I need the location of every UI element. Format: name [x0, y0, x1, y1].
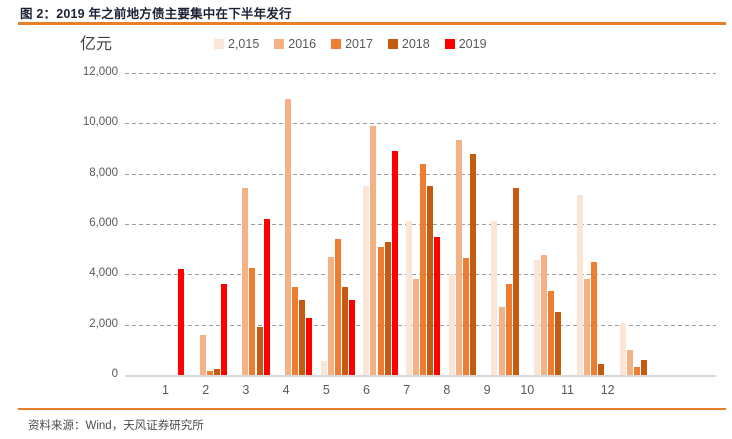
title-divider-line — [18, 22, 726, 25]
chart-legend: 2,015 2016 2017 2018 2019 — [214, 37, 487, 51]
legend-label: 2,015 — [228, 37, 260, 51]
bar-2016-month-11 — [583, 279, 590, 375]
bar-2015-month-9 — [491, 221, 498, 375]
bar-2015-month-7 — [406, 221, 412, 375]
bar-2018-month-2 — [213, 368, 220, 375]
bar-2019-month-4 — [306, 318, 313, 375]
y-tick-label-2000: 2,000 — [89, 317, 118, 330]
bar-2019-month-2 — [220, 284, 227, 375]
bar-2019-month-7 — [434, 236, 441, 375]
x-tick-label-5: 5 — [322, 383, 330, 397]
source-note: 资料来源：Wind，天风证券研究所 — [28, 420, 204, 432]
legend-item-2018: 2018 — [387, 37, 430, 51]
y-tick-label-8000: 8,000 — [89, 166, 118, 179]
bar-2017-month-2 — [206, 371, 213, 375]
legend-swatch-2016 — [274, 39, 285, 49]
bar-2017-month-11 — [591, 261, 597, 375]
bar-2016-month-6 — [370, 125, 377, 375]
bar-2018-month-10 — [555, 312, 562, 375]
bar-2016-month-4 — [285, 99, 291, 375]
bar-2018-month-3 — [256, 327, 263, 375]
x-tick-label-1: 1 — [162, 383, 169, 397]
bar-2015-month-12 — [619, 323, 626, 375]
bar-2016-month-5 — [327, 256, 334, 375]
bar-2016-month-8 — [455, 139, 462, 375]
bar-2018-month-9 — [512, 187, 519, 375]
bar-2018-month-12 — [640, 359, 647, 375]
bar-2017-month-8 — [462, 257, 469, 375]
gridline-10000 — [125, 123, 716, 125]
bar-2019-month-1 — [178, 269, 185, 375]
bar-2016-month-3 — [242, 187, 249, 375]
x-tick-label-4: 4 — [282, 383, 290, 397]
bar-2017-month-6 — [377, 246, 384, 375]
x-tick-label-10: 10 — [520, 383, 535, 397]
legend-label: 2016 — [288, 37, 317, 51]
bar-2019-month-3 — [263, 218, 270, 375]
bar-2018-month-5 — [341, 286, 348, 375]
bar-2017-month-7 — [420, 163, 427, 375]
legend-item-2017: 2017 — [331, 37, 373, 51]
legend-swatch-2019 — [444, 39, 455, 49]
x-tick-label-7: 7 — [403, 383, 411, 397]
x-tick-label-6: 6 — [363, 383, 370, 397]
bar-2017-month-10 — [548, 290, 555, 375]
legend-item-2019: 2019 — [444, 37, 487, 51]
legend-swatch-2017 — [331, 39, 342, 49]
y-tick-label-12000: 12,000 — [82, 66, 118, 78]
bar-2018-month-8 — [470, 153, 476, 375]
legend-item-2016: 2016 — [274, 37, 316, 51]
bar-2015-month-11 — [576, 195, 583, 375]
legend-item-2015: 2,015 — [214, 37, 259, 51]
legend-swatch-2015 — [214, 39, 224, 49]
bar-2017-month-9 — [505, 284, 512, 375]
bar-2016-month-9 — [498, 307, 505, 375]
bar-2016-month-2 — [199, 334, 206, 375]
bar-2019-month-6 — [391, 151, 398, 375]
bar-2017-month-12 — [633, 367, 640, 375]
bar-2018-month-6 — [384, 241, 391, 375]
bar-2015-month-5 — [320, 361, 327, 375]
x-tick-label-8: 8 — [443, 383, 451, 397]
bar-2018-month-4 — [299, 299, 306, 375]
bar-2016-month-12 — [626, 349, 633, 375]
bar-2016-month-7 — [413, 279, 420, 375]
y-tick-label-4000: 4,000 — [89, 267, 118, 280]
bar-2017-month-5 — [334, 239, 341, 375]
legend-label: 2018 — [401, 37, 430, 51]
bar-2015-month-10 — [534, 260, 541, 375]
x-tick-label-9: 9 — [483, 383, 491, 397]
x-tick-label-11: 11 — [561, 383, 574, 397]
bar-2019-month-5 — [349, 299, 355, 375]
bar-2015-month-6 — [363, 186, 370, 375]
legend-label: 2017 — [345, 37, 373, 51]
y-axis-unit-label: 亿元 — [80, 36, 113, 53]
x-tick-label-3: 3 — [242, 383, 250, 397]
legend-label: 2019 — [458, 37, 487, 51]
bar-2016-month-10 — [541, 255, 548, 375]
bar-2018-month-7 — [427, 186, 434, 375]
y-tick-label-0: 0 — [111, 368, 118, 380]
footer-divider-line — [18, 408, 726, 410]
legend-swatch-2018 — [387, 39, 398, 49]
bar-2015-month-8 — [448, 274, 455, 375]
y-tick-label-6000: 6,000 — [89, 217, 118, 229]
figure-title: 图 2：2019 年之前地方债主要集中在下半年发行 — [20, 7, 292, 21]
bar-2017-month-4 — [292, 286, 299, 375]
bar-2018-month-11 — [598, 363, 605, 375]
x-tick-label-12: 12 — [600, 383, 615, 397]
bar-2017-month-3 — [249, 268, 256, 375]
gridline-12000 — [125, 73, 716, 74]
y-tick-label-10000: 10,000 — [82, 116, 118, 129]
x-tick-label-2: 2 — [202, 383, 210, 397]
x-axis-line — [125, 375, 716, 377]
